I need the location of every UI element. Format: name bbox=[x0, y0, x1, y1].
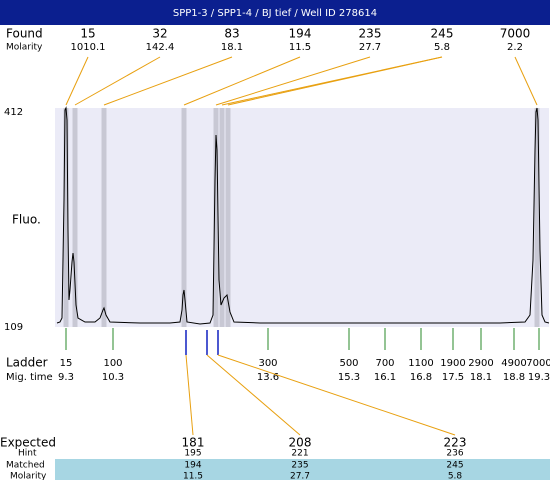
ladder-size: 15 bbox=[60, 358, 73, 369]
ladder-size: 4900 bbox=[501, 358, 526, 369]
ladder-time: 16.8 bbox=[410, 372, 432, 383]
peak-link bbox=[221, 56, 443, 106]
found-molarity: 5.8 bbox=[434, 42, 450, 53]
found-molarity: 2.2 bbox=[507, 42, 523, 53]
peak-band bbox=[101, 108, 107, 327]
ladder-size: 7000 bbox=[526, 358, 550, 369]
ladder-time: 17.5 bbox=[442, 372, 464, 383]
expected-label: Expected bbox=[0, 436, 56, 450]
found-size: 32 bbox=[152, 27, 167, 41]
found-size: 7000 bbox=[500, 27, 531, 41]
expected-link bbox=[185, 354, 194, 436]
found-size: 15 bbox=[80, 27, 95, 41]
found-molarity: 142.4 bbox=[146, 42, 175, 53]
ladder-time: 9.3 bbox=[58, 372, 74, 383]
expected-molarity: 5.8 bbox=[448, 472, 463, 480]
peak-link bbox=[74, 56, 161, 106]
peak-band bbox=[213, 108, 219, 327]
peak-band bbox=[63, 108, 69, 327]
matched: 194 bbox=[184, 461, 201, 471]
ladder-time: 18.8 bbox=[503, 372, 525, 383]
matched-label: Matched bbox=[6, 461, 45, 471]
found-size: 83 bbox=[224, 27, 239, 41]
ladder-size: 1900 bbox=[440, 358, 465, 369]
ladder-size: 300 bbox=[258, 358, 277, 369]
found-size: 235 bbox=[359, 27, 382, 41]
expected-size: 208 bbox=[289, 436, 312, 450]
hint: 195 bbox=[184, 449, 201, 459]
peak-link bbox=[514, 56, 538, 106]
hint: 236 bbox=[446, 449, 463, 459]
ladder-time: 18.1 bbox=[470, 372, 492, 383]
peak-link bbox=[65, 56, 89, 106]
ladder-time: 10.3 bbox=[102, 372, 124, 383]
title-bar bbox=[0, 0, 550, 25]
ladder-size: 500 bbox=[339, 358, 358, 369]
found-molarity: 18.1 bbox=[221, 42, 243, 53]
ladder-size: 1100 bbox=[408, 358, 433, 369]
trace bbox=[56, 106, 550, 325]
molarity-label: Molarity bbox=[6, 43, 43, 53]
ladder-size: 100 bbox=[103, 358, 122, 369]
expected-size: 181 bbox=[182, 436, 205, 450]
peak-link bbox=[183, 56, 301, 106]
mig-time-label: Mig. time bbox=[6, 372, 53, 383]
peak-link bbox=[215, 56, 371, 106]
found-molarity: 1010.1 bbox=[71, 42, 106, 53]
found-molarity: 27.7 bbox=[359, 42, 381, 53]
ladder-time: 16.1 bbox=[374, 372, 396, 383]
peak-band bbox=[225, 108, 231, 327]
y-top-label: 412 bbox=[4, 107, 23, 118]
ladder-time: 13.6 bbox=[257, 372, 279, 383]
ladder-size: 700 bbox=[375, 358, 394, 369]
expected-size: 223 bbox=[444, 436, 467, 450]
found-label: Found bbox=[6, 27, 43, 41]
expected-molarity: 11.5 bbox=[183, 472, 203, 480]
peak-link bbox=[103, 56, 233, 106]
expected-link bbox=[217, 354, 456, 436]
peak-band bbox=[181, 108, 187, 327]
matched-band bbox=[55, 459, 550, 480]
expected-link bbox=[206, 354, 301, 436]
hint-label: Hint bbox=[18, 449, 37, 459]
title: SPP1-3 / SPP1-4 / BJ tief / Well ID 2786… bbox=[173, 8, 377, 19]
peak-band bbox=[219, 108, 225, 327]
found-size: 245 bbox=[431, 27, 454, 41]
y-axis-label: Fluo. bbox=[12, 213, 41, 227]
plot-area bbox=[55, 108, 549, 327]
found-molarity: 11.5 bbox=[289, 42, 311, 53]
found-size: 194 bbox=[289, 27, 312, 41]
ladder-time: 15.3 bbox=[338, 372, 360, 383]
hint: 221 bbox=[291, 449, 308, 459]
expected-molarity-label: Molarity bbox=[10, 472, 47, 480]
matched: 235 bbox=[291, 461, 308, 471]
ladder-label: Ladder bbox=[6, 356, 48, 370]
ladder-size: 2900 bbox=[468, 358, 493, 369]
expected-molarity: 27.7 bbox=[290, 472, 310, 480]
y-bottom-label: 109 bbox=[4, 322, 23, 333]
peak-band bbox=[534, 108, 540, 327]
matched: 245 bbox=[446, 461, 463, 471]
ladder-time: 19.3 bbox=[528, 372, 550, 383]
peak-band bbox=[72, 108, 78, 327]
